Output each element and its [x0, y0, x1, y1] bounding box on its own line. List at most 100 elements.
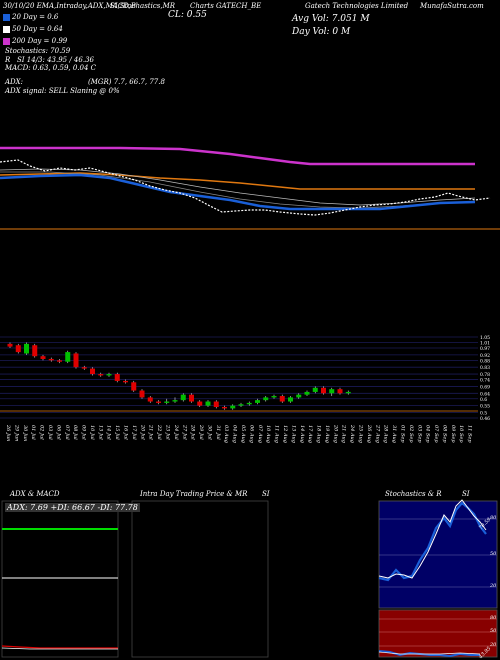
date-label: 17 Jul	[131, 425, 137, 440]
candle-body	[312, 387, 318, 392]
candle-body	[329, 389, 335, 394]
stochastics-value: Stochastics: 70.59	[5, 47, 71, 55]
date-axis: 26 Jun 29 Jun 30 Jun 01 Jul 02 Jul 03 Jul 06 J…	[5, 424, 473, 443]
price-axis-label: 0.64	[480, 391, 490, 397]
price-axis-label: 0.78	[480, 372, 490, 378]
price-axis-label: 0.83	[480, 365, 490, 371]
date-label: 13 Aug	[290, 425, 296, 443]
stoch-panel-title: Stochastics & R	[385, 490, 442, 498]
stoch-axis-80: 80	[490, 515, 497, 521]
candle-grid	[0, 336, 478, 419]
date-label: 14 Aug	[299, 425, 305, 443]
candle-body	[222, 407, 227, 409]
rsi-signal	[378, 651, 481, 655]
candle-body	[255, 400, 260, 403]
date-label: 03 Jul	[47, 425, 53, 440]
date-label: 18 Aug	[316, 425, 322, 443]
date-label: 09 Sep	[450, 425, 456, 443]
date-label: 19 Aug	[324, 425, 330, 443]
candle-body	[24, 343, 29, 354]
rsi-panel	[378, 609, 498, 658]
stochastics-panel	[378, 500, 498, 609]
date-label: 07 Jul	[64, 425, 70, 440]
date-label: 03 Sep	[416, 425, 422, 443]
date-label: 01 Jul	[30, 425, 36, 440]
rsi-r-label: R	[5, 56, 11, 64]
date-label: 31 Jul	[215, 425, 221, 440]
candle-body	[296, 394, 302, 398]
candle-body	[279, 396, 285, 402]
stoch-axis-50: 50	[490, 551, 497, 557]
day-volume: Day Vol: 0 M	[292, 27, 351, 37]
date-label: 06 Jul	[55, 425, 61, 440]
candle-body	[40, 356, 46, 359]
candle-body	[205, 401, 211, 406]
date-label: 26 Jun	[5, 424, 11, 441]
header-symbol: Charts GATECH_BE	[190, 2, 262, 10]
date-label: 09 Jul	[81, 425, 87, 440]
dma20-label: 20 Day = 0.6	[12, 13, 59, 21]
date-label: 11 Sep	[467, 425, 473, 443]
date-label: 20 Jul	[139, 424, 145, 440]
price-axis-label: 0.69	[480, 384, 490, 390]
candle-body	[197, 401, 203, 406]
candle-body	[81, 367, 87, 369]
candle-body	[57, 360, 62, 362]
date-label: 30 Jul	[206, 425, 212, 440]
candle-body	[147, 397, 153, 402]
date-label: 29 Jun	[13, 424, 19, 441]
candle-body	[246, 402, 252, 405]
date-label: 28 Jul	[190, 424, 196, 440]
date-label: 07 Sep	[433, 425, 439, 443]
avg-volume: Avg Vol: 7.051 M	[292, 14, 370, 24]
price-axis-label: 0.46	[480, 416, 490, 422]
candle-body	[7, 343, 13, 347]
date-label: 20 Aug	[332, 424, 338, 443]
rsi-axis-80: 80	[490, 615, 497, 621]
date-label: 27 Aug	[374, 424, 380, 443]
adx-panel	[1, 500, 119, 658]
dma50-dotted-line	[0, 159, 491, 216]
price-axis-label: 0.74	[480, 378, 490, 384]
adx-panel-values: ADX: 7.69 +DI: 66.67 -DI: 77.78	[5, 503, 140, 512]
dma200-label: 200 Day = 0.99	[12, 37, 68, 45]
date-label: 27 Jul	[181, 424, 187, 440]
stoch-panel-si: SI	[462, 490, 470, 498]
macd-value: MACD: 0.63, 0.59, 0.04 C	[5, 64, 97, 72]
close-price: CL: 0.55	[168, 10, 207, 20]
candle-body	[213, 401, 219, 408]
adx-signal: ADX signal: SELL Slaning @ 0%	[5, 87, 120, 95]
date-label: 28 Aug	[383, 424, 389, 443]
date-label: 11 Aug	[274, 425, 280, 443]
candle-body	[114, 374, 120, 381]
candle-body	[48, 358, 54, 361]
header-line1-mid: SI,Stochastics,MR	[110, 2, 176, 10]
intraday-panel-title: Intra Day Trading Price & MR	[140, 490, 248, 498]
candle-body	[189, 394, 194, 402]
adx-label: ADX:	[5, 78, 24, 86]
date-label: 06 Aug	[248, 425, 254, 443]
date-label: 08 Jul	[72, 425, 78, 440]
candle-body	[90, 368, 95, 375]
price-axis-label: 0.55	[480, 404, 490, 410]
date-label: 07 Aug	[257, 425, 263, 443]
candle-body	[321, 387, 326, 394]
candle-body	[139, 390, 145, 398]
price-axis-label: 0.97	[480, 346, 490, 352]
dma50-swatch	[3, 26, 10, 33]
intraday-panel	[131, 500, 269, 658]
candle-body	[73, 353, 79, 368]
date-label: 04 Sep	[425, 425, 431, 443]
date-label: 13 Jul	[97, 425, 103, 440]
date-label: 22 Jul	[156, 424, 162, 440]
header-site: MunafaSutra.com	[420, 2, 484, 10]
date-label: 24 Jul	[173, 424, 179, 440]
date-label: 12 Aug	[282, 425, 288, 443]
date-label: 01 Sep	[399, 425, 405, 443]
dma20-swatch	[3, 14, 10, 21]
candle-body	[238, 404, 244, 406]
adx-values: (MGR) 7.7, 66.7, 77.8	[88, 78, 165, 86]
date-label: 23 Jul	[164, 424, 170, 440]
candles	[7, 342, 351, 410]
